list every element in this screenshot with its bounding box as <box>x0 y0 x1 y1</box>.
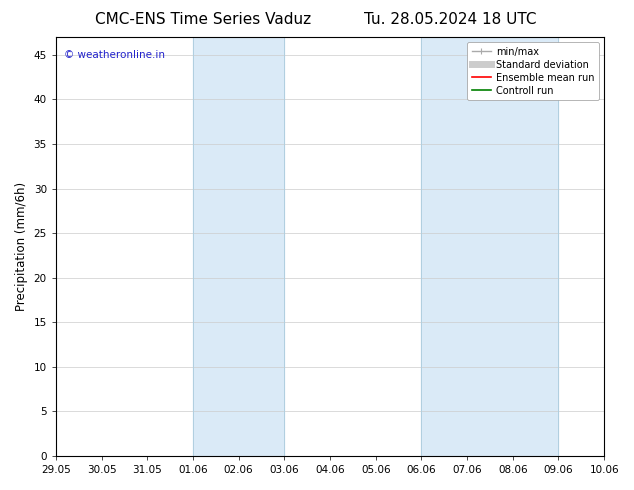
Text: © weatheronline.in: © weatheronline.in <box>64 49 165 60</box>
Y-axis label: Precipitation (mm/6h): Precipitation (mm/6h) <box>15 182 28 311</box>
Text: CMC-ENS Time Series Vaduz: CMC-ENS Time Series Vaduz <box>95 12 311 27</box>
Text: Tu. 28.05.2024 18 UTC: Tu. 28.05.2024 18 UTC <box>364 12 536 27</box>
Bar <box>422 37 559 456</box>
Legend: min/max, Standard deviation, Ensemble mean run, Controll run: min/max, Standard deviation, Ensemble me… <box>467 42 599 100</box>
Bar <box>193 37 284 456</box>
